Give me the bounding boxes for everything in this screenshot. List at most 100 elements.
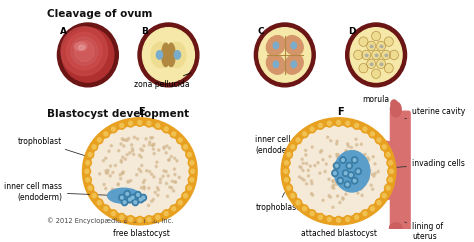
Circle shape — [329, 196, 331, 198]
Circle shape — [119, 174, 121, 176]
Circle shape — [336, 164, 338, 167]
Circle shape — [291, 145, 295, 149]
Circle shape — [371, 207, 374, 211]
Circle shape — [111, 188, 114, 190]
Circle shape — [104, 207, 108, 211]
Circle shape — [357, 182, 359, 185]
Circle shape — [168, 159, 170, 161]
Circle shape — [88, 152, 92, 157]
Circle shape — [346, 162, 352, 169]
Circle shape — [342, 159, 344, 161]
Circle shape — [311, 194, 314, 196]
Circle shape — [132, 199, 138, 206]
Circle shape — [382, 145, 386, 149]
Circle shape — [346, 150, 347, 152]
Circle shape — [147, 121, 151, 125]
Circle shape — [357, 170, 360, 173]
Circle shape — [361, 194, 363, 197]
Circle shape — [372, 156, 374, 158]
Circle shape — [119, 194, 125, 201]
Circle shape — [164, 212, 168, 216]
Circle shape — [365, 178, 368, 180]
Circle shape — [368, 159, 370, 161]
Circle shape — [306, 162, 308, 165]
Circle shape — [136, 216, 143, 224]
Circle shape — [346, 183, 349, 186]
Circle shape — [168, 159, 170, 161]
Circle shape — [182, 143, 189, 151]
Circle shape — [136, 119, 143, 126]
Circle shape — [128, 180, 130, 183]
Circle shape — [335, 119, 342, 126]
Text: Blastocyst development: Blastocyst development — [47, 109, 189, 119]
Circle shape — [335, 181, 337, 183]
Circle shape — [141, 149, 144, 151]
Circle shape — [150, 137, 152, 139]
Ellipse shape — [289, 126, 388, 216]
Ellipse shape — [156, 51, 163, 59]
Circle shape — [96, 199, 103, 206]
Circle shape — [124, 191, 130, 197]
Circle shape — [172, 132, 176, 136]
Circle shape — [143, 188, 145, 190]
Circle shape — [284, 161, 289, 165]
Ellipse shape — [79, 45, 85, 50]
Ellipse shape — [167, 42, 186, 68]
Circle shape — [325, 163, 328, 165]
Circle shape — [140, 187, 143, 189]
Circle shape — [326, 120, 333, 127]
Circle shape — [294, 136, 301, 144]
Circle shape — [88, 186, 92, 190]
Circle shape — [187, 152, 191, 157]
Circle shape — [134, 201, 137, 204]
Circle shape — [117, 183, 119, 185]
Circle shape — [356, 188, 358, 190]
Circle shape — [138, 218, 142, 222]
Circle shape — [389, 169, 393, 174]
Ellipse shape — [334, 151, 370, 192]
Circle shape — [105, 157, 107, 159]
Circle shape — [363, 212, 367, 216]
Circle shape — [163, 125, 170, 133]
Circle shape — [109, 175, 111, 177]
Circle shape — [131, 196, 134, 199]
Circle shape — [183, 194, 188, 198]
Circle shape — [307, 169, 310, 172]
Circle shape — [104, 132, 108, 136]
Circle shape — [344, 120, 351, 127]
Circle shape — [309, 210, 316, 217]
Circle shape — [337, 121, 340, 125]
Text: © 2012 Encyclopædia Britannica, Inc.: © 2012 Encyclopædia Britannica, Inc. — [47, 217, 173, 224]
Text: D: D — [348, 27, 356, 36]
Circle shape — [140, 156, 142, 158]
Circle shape — [127, 120, 134, 127]
Circle shape — [147, 217, 151, 221]
Circle shape — [356, 164, 358, 166]
Circle shape — [84, 176, 91, 184]
Ellipse shape — [391, 102, 401, 117]
Circle shape — [102, 159, 104, 162]
Circle shape — [369, 205, 376, 212]
Ellipse shape — [74, 42, 87, 51]
Circle shape — [332, 206, 334, 208]
Circle shape — [102, 130, 109, 138]
Circle shape — [369, 170, 371, 172]
Ellipse shape — [393, 232, 401, 238]
Circle shape — [105, 172, 108, 174]
Circle shape — [96, 136, 103, 144]
Circle shape — [320, 150, 323, 152]
Circle shape — [128, 137, 130, 140]
Circle shape — [91, 192, 98, 199]
Circle shape — [159, 181, 162, 184]
Circle shape — [187, 186, 191, 190]
Circle shape — [302, 169, 304, 172]
Ellipse shape — [281, 118, 396, 225]
Ellipse shape — [385, 54, 388, 57]
Circle shape — [127, 216, 134, 223]
Circle shape — [111, 212, 115, 216]
Circle shape — [97, 201, 101, 205]
Circle shape — [133, 136, 136, 138]
Circle shape — [310, 212, 314, 216]
Circle shape — [122, 171, 124, 173]
Text: trophoblast: trophoblast — [18, 137, 84, 155]
